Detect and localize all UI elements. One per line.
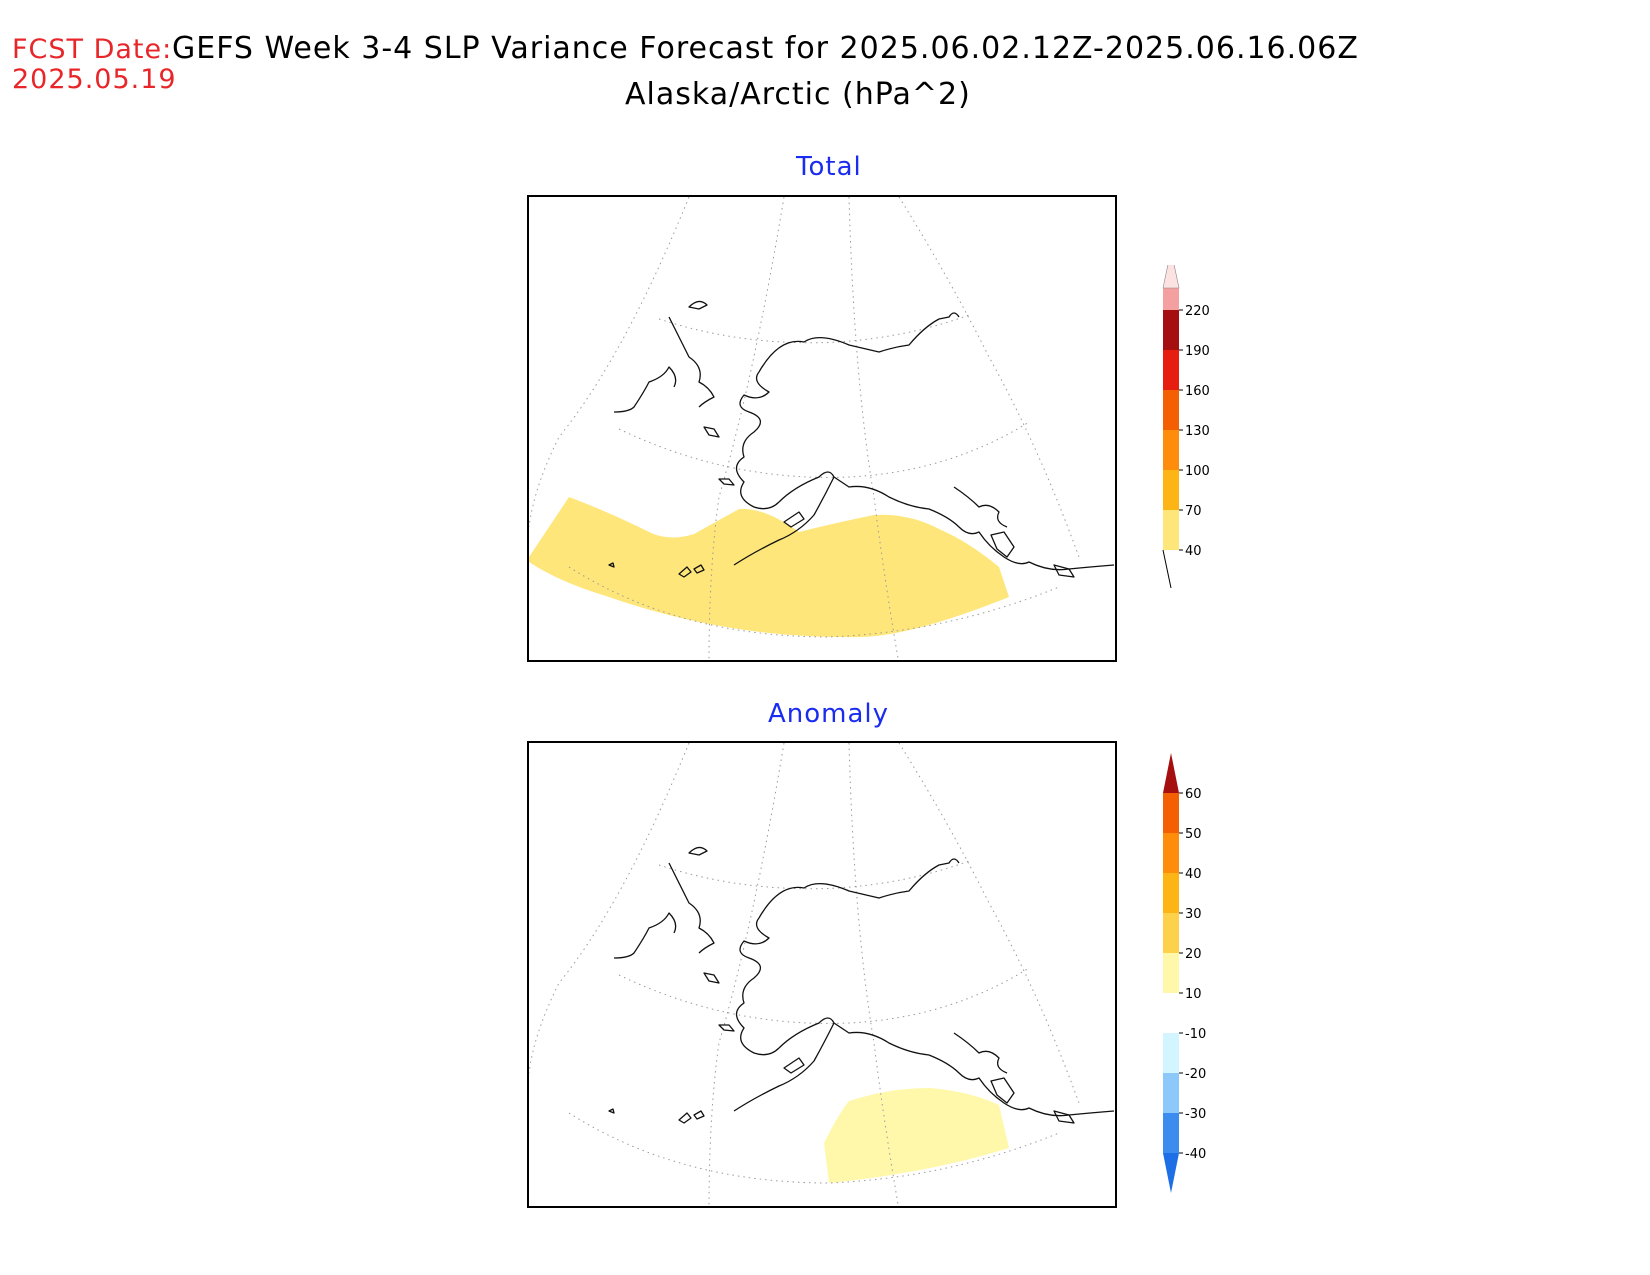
colorbar-anomaly-label-7: 30 — [1185, 907, 1202, 922]
colorbar-anomaly-label-9: 50 — [1185, 827, 1202, 842]
coastline-segment-7 — [688, 300, 708, 310]
colorbar-anomaly-label-10: 60 — [1185, 787, 1202, 802]
colorbar-anomaly-label-1: -40 — [1185, 1147, 1206, 1162]
coastline-segment-4 — [733, 1022, 835, 1112]
coastline-segment-11 — [678, 1112, 692, 1124]
fcst-date-label: FCST Date: — [12, 34, 173, 65]
graticule — [529, 743, 1080, 1206]
graticule-line-1 — [529, 743, 690, 1074]
coastline-segment-15 — [990, 1077, 1015, 1104]
graticule-line-5 — [658, 314, 970, 344]
colorbar-total-box-1 — [1163, 510, 1179, 550]
shaded-region-group — [824, 1088, 1009, 1183]
colorbar-total-box-6 — [1163, 310, 1179, 350]
colorbar-anomaly-box-8 — [1163, 833, 1179, 873]
shaded-region-1 — [529, 497, 1009, 638]
colorbar-anomaly-box-1 — [1163, 1113, 1179, 1153]
graticule — [529, 197, 1080, 660]
colorbar-anomaly-box-7 — [1163, 873, 1179, 913]
coastline-segment-12 — [693, 564, 705, 574]
colorbar-anomaly-label-8: 40 — [1185, 867, 1202, 882]
graticule-line-6 — [618, 967, 1030, 1024]
graticule-line-1 — [529, 197, 690, 528]
coastline-segment-10 — [783, 511, 805, 528]
shaded-region-1 — [824, 1088, 1009, 1183]
colorbar-anomaly-label-3: -20 — [1185, 1067, 1206, 1082]
coastline — [608, 846, 1115, 1124]
colorbar-total-box-5 — [1163, 350, 1179, 390]
subtitle: Alaska/Arctic (hPa^2) — [625, 77, 971, 112]
coastline-segment-16 — [1053, 1110, 1075, 1124]
coastline-segment-16 — [1053, 564, 1075, 578]
colorbar-total-box-4 — [1163, 390, 1179, 430]
colorbar-total-box-2 — [1163, 470, 1179, 510]
graticule-line-4 — [898, 743, 1080, 1104]
coastline-segment-13 — [608, 562, 615, 568]
panel-title-total: Total — [796, 152, 862, 182]
colorbar-total-label-4: 130 — [1185, 424, 1210, 439]
graticule-line-6 — [618, 421, 1030, 478]
colorbar-anomaly-box-3 — [1163, 1033, 1179, 1073]
graticule-line-5 — [658, 860, 970, 890]
map-panel-anomaly — [527, 741, 1117, 1208]
coastline-segment-5 — [668, 316, 715, 408]
coastline-segment-14 — [953, 486, 1008, 528]
colorbar-anomaly-box-4 — [1163, 993, 1179, 1033]
shaded-region-group — [529, 497, 1009, 638]
colorbar-anomaly-box-2 — [1163, 1073, 1179, 1113]
colorbar-total-label-5: 160 — [1185, 384, 1210, 399]
colorbar-total-label-6: 190 — [1185, 344, 1210, 359]
coastline-segment-3 — [778, 1017, 1115, 1117]
colorbar-anomaly-label-2: -30 — [1185, 1107, 1206, 1122]
colorbar-anomaly: -40 -30 -20 -10 10 20 30 40 50 60 — [1163, 753, 1206, 1193]
coastline-segment-4 — [733, 476, 835, 566]
coastline-segment-9 — [718, 1024, 735, 1032]
coastline-segment-10 — [783, 1057, 805, 1074]
colorbar-anomaly-label-5: 10 — [1185, 987, 1202, 1002]
graticule-line-2 — [708, 743, 785, 1206]
coastline-segment-2 — [735, 371, 780, 510]
colorbar-total-label-1: 40 — [1185, 544, 1202, 559]
colorbar-total-label-7: 220 — [1185, 304, 1210, 319]
colorbar-anomaly-box-9 — [1163, 793, 1179, 833]
coastline-segment-9 — [718, 478, 735, 486]
panel-title-anomaly: Anomaly — [768, 699, 890, 729]
map-total-svg — [529, 197, 1115, 660]
graticule-line-4 — [898, 197, 1080, 558]
graticule-line-2 — [708, 197, 785, 660]
coastline-segment-13 — [608, 1108, 615, 1114]
coastline-segment-1 — [758, 858, 960, 919]
colorbar-anomaly-top-arrow — [1163, 753, 1179, 793]
colorbar-anomaly-bottom-arrow — [1163, 1153, 1179, 1193]
coastline-segment-11 — [678, 566, 692, 578]
coastline — [608, 300, 1115, 578]
colorbar-total-bottom-arrow — [1162, 549, 1172, 589]
coastline-segment-6 — [613, 366, 677, 413]
colorbar-total-box-3 — [1163, 430, 1179, 470]
coastline-segment-3 — [778, 471, 1115, 571]
fcst-date-value: 2025.05.19 — [12, 64, 177, 95]
coastline-segment-2 — [735, 917, 780, 1056]
colorbar-total-label-2: 70 — [1185, 504, 1202, 519]
coastline-segment-14 — [953, 1032, 1008, 1074]
colorbar-total-label-3: 100 — [1185, 464, 1210, 479]
coastline-segment-1 — [758, 312, 960, 373]
colorbar-anomaly-label-4: -10 — [1185, 1027, 1206, 1042]
main-title: GEFS Week 3-4 SLP Variance Forecast for … — [172, 31, 1359, 66]
colorbar-anomaly-label-6: 20 — [1185, 947, 1202, 962]
colorbar-total: 40 70 100 130 160 190 220 — [1162, 265, 1210, 589]
coastline-segment-12 — [693, 1110, 705, 1120]
coastline-segment-6 — [613, 912, 677, 959]
coastline-segment-7 — [688, 846, 708, 856]
map-anomaly-svg — [529, 743, 1115, 1206]
coastline-segment-15 — [990, 531, 1015, 558]
colorbar-anomaly-box-5 — [1163, 953, 1179, 993]
colorbar-total-box-7 — [1163, 288, 1179, 310]
coastline-segment-5 — [668, 862, 715, 954]
coastline-segment-8 — [703, 426, 720, 438]
coastline-segment-8 — [703, 972, 720, 984]
colorbar-total-top-arrow — [1162, 265, 1180, 289]
map-panel-total — [527, 195, 1117, 662]
colorbar-anomaly-box-6 — [1163, 913, 1179, 953]
